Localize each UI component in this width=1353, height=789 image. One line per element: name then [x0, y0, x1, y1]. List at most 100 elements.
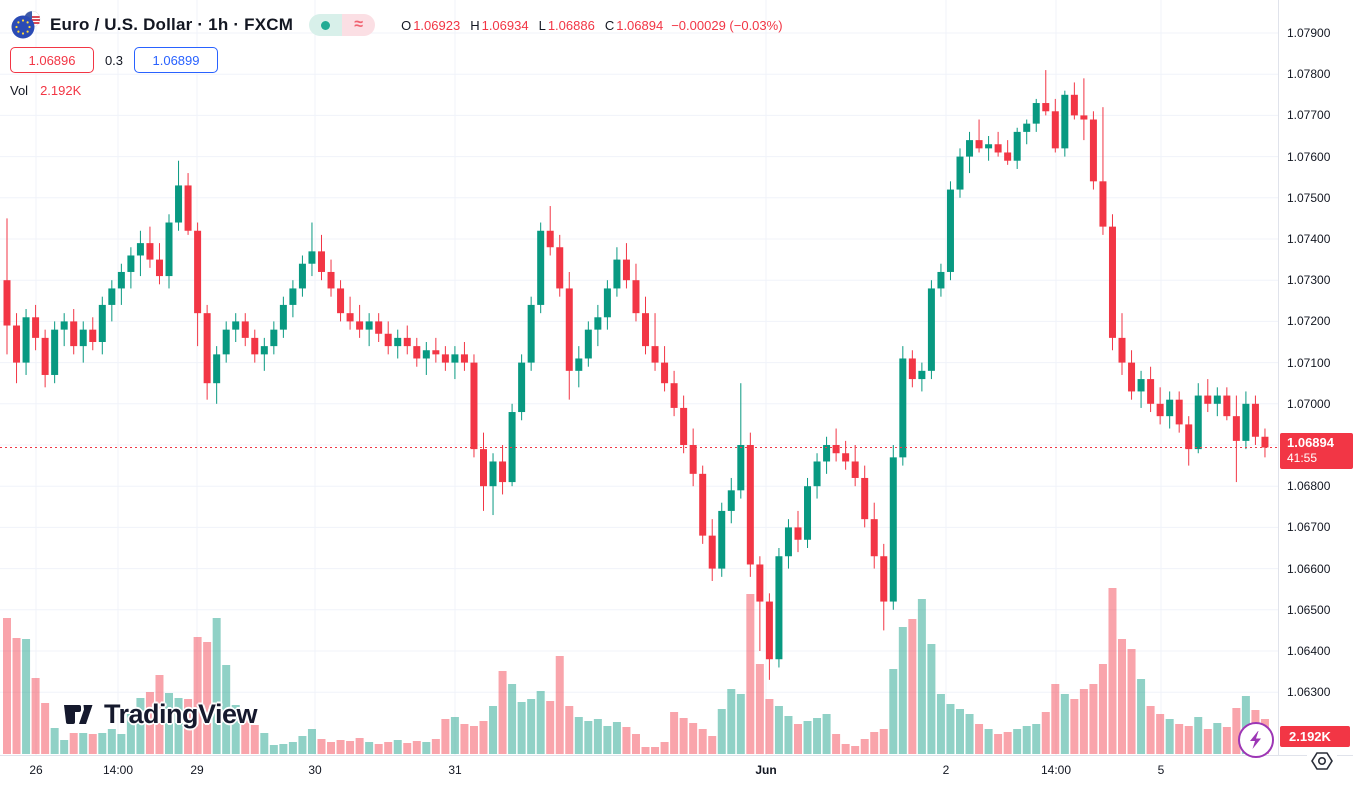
- candle-body: [270, 329, 278, 347]
- candle-body: [575, 358, 583, 371]
- candle-body: [70, 321, 78, 347]
- volume-bar: [679, 718, 688, 754]
- spread-value: 0.3: [104, 52, 124, 68]
- scales-settings-button[interactable]: [1307, 748, 1337, 774]
- price-tick-label: 1.07600: [1287, 149, 1331, 164]
- candle-body: [508, 412, 516, 483]
- chart-canvas[interactable]: [0, 0, 1278, 755]
- lightning-icon: [1250, 731, 1261, 749]
- candle-body: [842, 453, 850, 462]
- candle-body: [32, 317, 40, 338]
- delayed-data-indicator: ≈: [342, 14, 376, 36]
- candle-body: [22, 317, 30, 363]
- candle-body: [546, 230, 554, 248]
- time-tick-label: 26: [29, 763, 43, 777]
- candle-body: [1223, 395, 1231, 417]
- market-status-pill[interactable]: ≈: [309, 14, 376, 36]
- candle-body: [975, 140, 983, 149]
- candle-body: [518, 362, 526, 413]
- symbol-title[interactable]: Euro / U.S. Dollar · 1h · FXCM: [50, 15, 294, 34]
- candle-body: [966, 140, 974, 157]
- candle-body: [298, 263, 306, 289]
- candle-body: [756, 564, 764, 602]
- volume-bar: [365, 742, 374, 754]
- volume-bar: [155, 675, 164, 754]
- price-tick-label: 1.07800: [1287, 67, 1331, 82]
- volume-bar: [336, 740, 345, 754]
- time-tick-label: 31: [448, 763, 462, 777]
- volume-bar: [841, 744, 850, 754]
- candle-body: [1089, 119, 1097, 182]
- candle-body: [708, 535, 716, 569]
- volume-bar: [403, 743, 412, 754]
- candle-body: [489, 461, 497, 487]
- candle-body: [165, 222, 173, 277]
- candle-body: [1232, 416, 1240, 441]
- candle-body: [232, 321, 240, 330]
- price-tick-label: 1.07700: [1287, 108, 1331, 123]
- price-tick-label: 1.07200: [1287, 314, 1331, 329]
- volume-bar: [851, 746, 860, 754]
- volume-bar: [698, 729, 707, 754]
- candle-body: [279, 304, 287, 330]
- volume-bar: [1203, 729, 1212, 754]
- volume-bar: [1137, 679, 1146, 754]
- candle-body: [1242, 403, 1250, 441]
- volume-bar: [517, 702, 526, 754]
- buy-ask-button[interactable]: 1.06899: [134, 47, 218, 73]
- candle-body: [956, 156, 964, 190]
- volume-bar: [384, 742, 393, 754]
- candle-body: [1156, 403, 1164, 417]
- volume-bar: [908, 619, 917, 754]
- volume-bar: [1070, 699, 1079, 754]
- volume-bar: [317, 739, 326, 754]
- bar-countdown: 41:55: [1287, 451, 1318, 465]
- candle-body: [327, 271, 335, 289]
- candle-body: [451, 354, 459, 363]
- volume-bar: [374, 744, 383, 754]
- volume-bar: [1213, 723, 1222, 754]
- candle-body: [651, 346, 659, 363]
- volume-bar: [222, 665, 231, 754]
- volume-bar: [1184, 726, 1193, 754]
- volume-bar: [717, 709, 726, 754]
- volume-bar: [50, 728, 59, 754]
- volume-bar: [250, 725, 259, 754]
- candle-body: [117, 271, 125, 289]
- time-tick-label: 5: [1157, 763, 1165, 777]
- price-axis[interactable]: 1.07900 1.07800 1.07700 1.07600 1.07500 1.074…: [1278, 0, 1353, 755]
- sell-bid-button[interactable]: 1.06896: [10, 47, 94, 73]
- volume-bar: [565, 706, 574, 754]
- volume-value: 2.192K: [40, 83, 82, 98]
- candle-body: [908, 358, 916, 380]
- volume-bar: [412, 741, 421, 754]
- volume-bar: [984, 729, 993, 754]
- price-tick-label: 1.06400: [1287, 644, 1331, 658]
- candle-body: [594, 317, 602, 330]
- candle-body: [765, 601, 773, 660]
- volume-bar: [584, 721, 593, 754]
- candle-body: [13, 325, 21, 363]
- volume-bar: [1232, 708, 1241, 754]
- volume-bar: [508, 684, 517, 754]
- volume-bar: [917, 599, 926, 754]
- candle-body: [1213, 395, 1221, 404]
- volume-bar: [641, 747, 650, 754]
- volume-bar: [212, 618, 221, 754]
- candle-body: [794, 527, 802, 540]
- currency-pair-flags-icon: [10, 10, 44, 40]
- volume-bar: [431, 739, 440, 754]
- volume-bar: [1079, 689, 1088, 754]
- candle-body: [1166, 399, 1174, 417]
- candle-body: [1128, 362, 1136, 392]
- volume-bar: [88, 734, 97, 754]
- volume-bar: [165, 693, 174, 754]
- volume-bar: [441, 719, 450, 754]
- instant-trading-button[interactable]: [1238, 722, 1274, 758]
- candle-body: [718, 510, 726, 569]
- candle-body: [108, 288, 116, 305]
- volume-bar: [813, 718, 822, 754]
- tradingview-logo[interactable]: TradingView: [62, 698, 258, 730]
- time-axis[interactable]: 26 14:00 29 30 31 Jun 2 14:00 5: [0, 755, 1353, 789]
- volume-bar: [793, 724, 802, 754]
